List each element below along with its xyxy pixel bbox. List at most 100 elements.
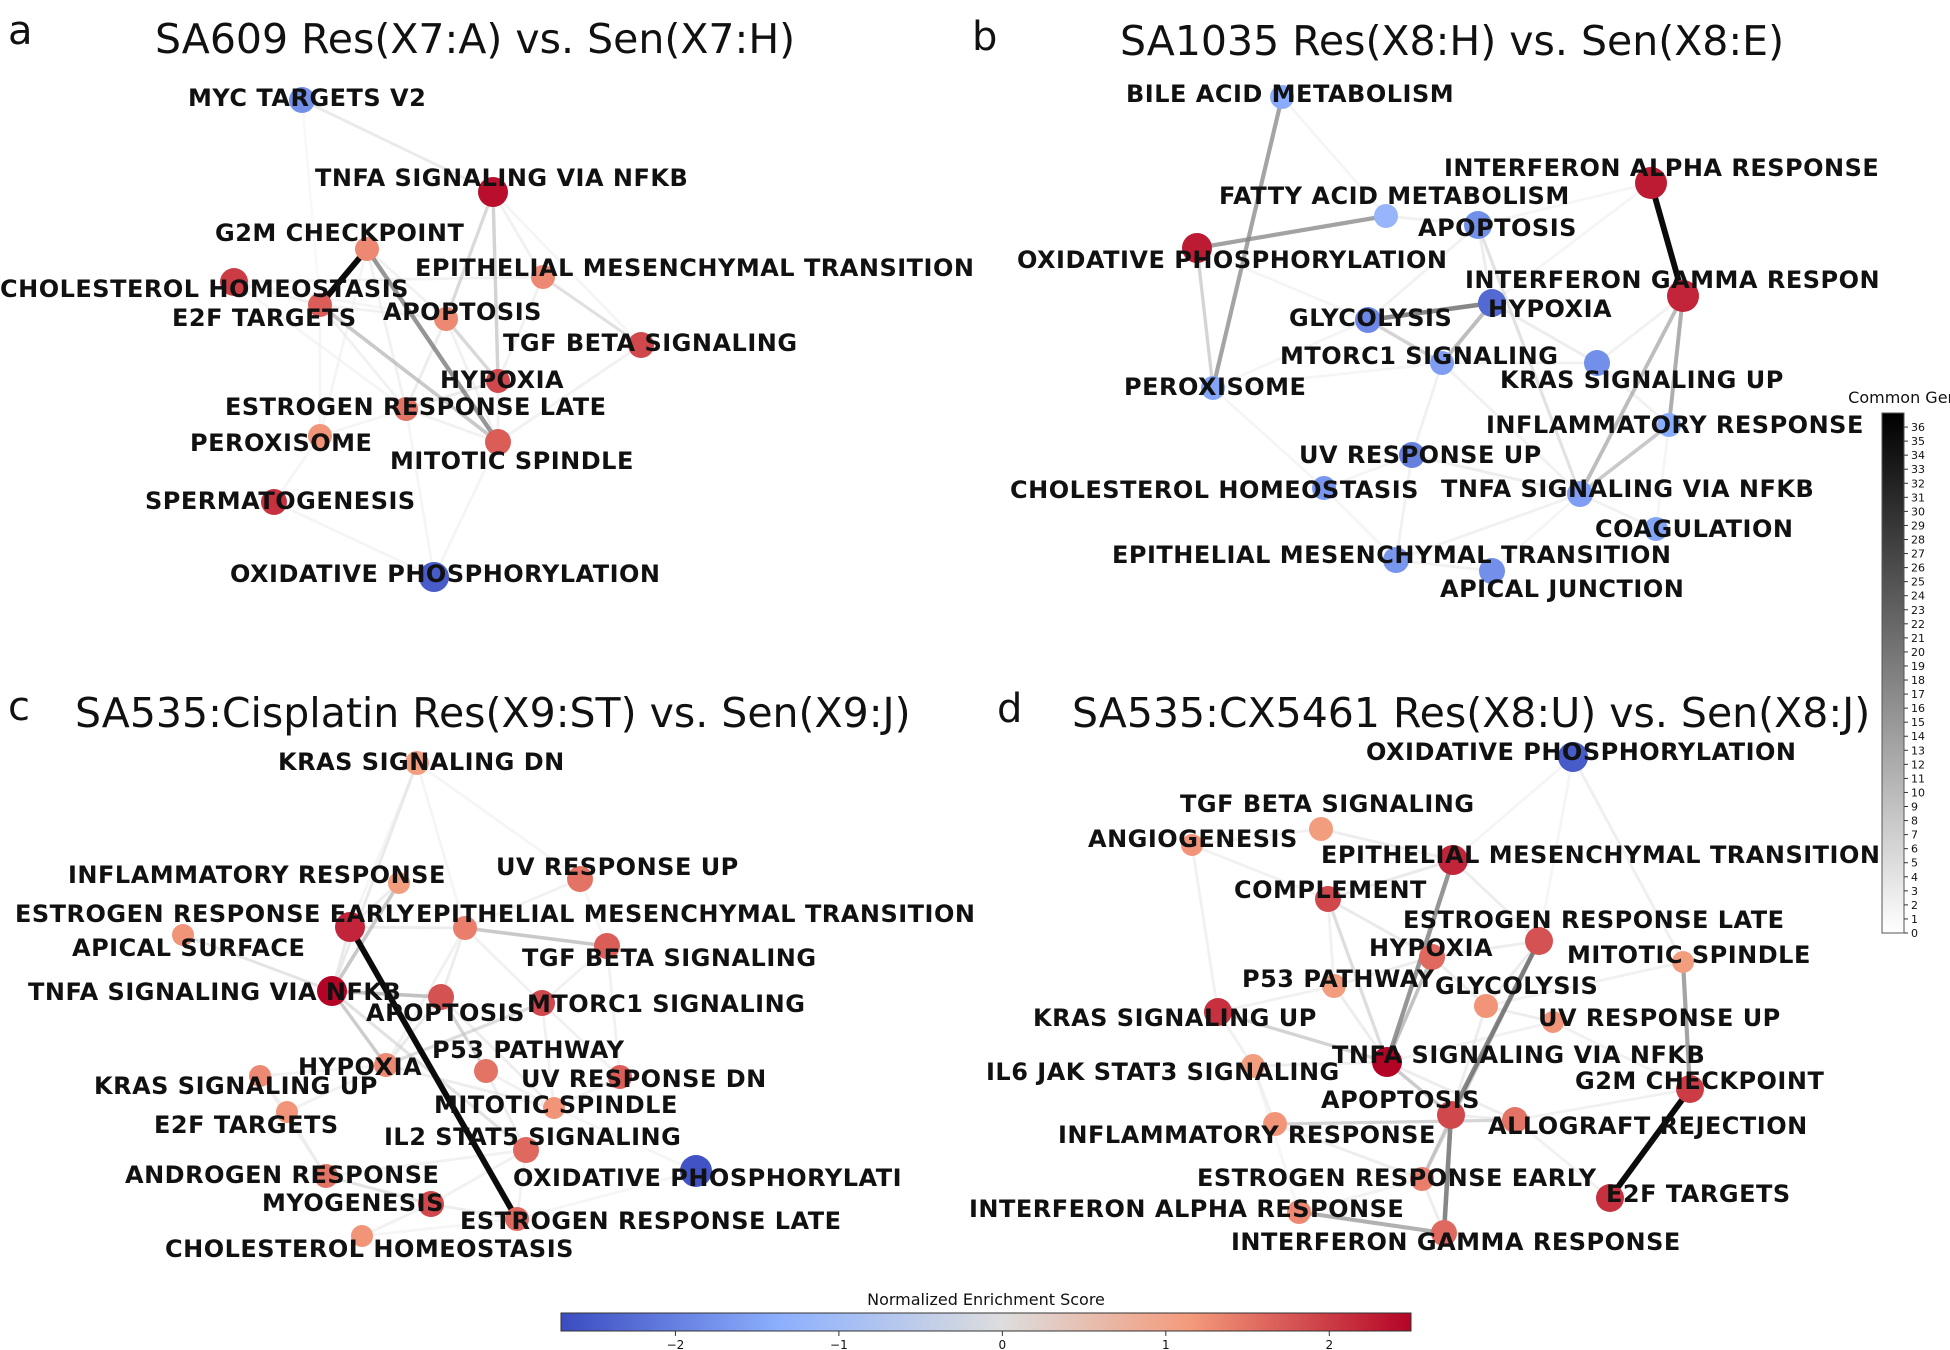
edge	[1296, 1209, 1447, 1236]
node-label: HYPOXIA	[440, 366, 564, 394]
edge-background	[1326, 897, 1434, 959]
edge-background	[491, 190, 643, 347]
node-label: P53 PATHWAY	[432, 1036, 625, 1064]
colorbar-tick-label: 9	[1911, 801, 1918, 814]
node-label: GLYCOLYSIS	[1435, 972, 1598, 1000]
node	[249, 1065, 271, 1087]
edge-layer	[232, 98, 643, 579]
colorbar-tick-label: 36	[1911, 421, 1925, 434]
colorbar-tick-label: 17	[1911, 688, 1925, 701]
node-label: OXIDATIVE PHOSPHORYLATION	[1366, 738, 1797, 766]
edge-background	[1190, 827, 1323, 847]
colorbar-tick-label: 19	[1911, 660, 1925, 673]
node-label: E2F TARGETS	[154, 1111, 339, 1139]
edge-background	[1326, 858, 1455, 901]
node	[531, 265, 555, 289]
colorbar-tick-label: 13	[1911, 744, 1925, 757]
node	[1181, 834, 1203, 856]
node	[453, 916, 477, 940]
node-label: HYPOXIA	[298, 1053, 422, 1081]
colorbar-tick-label: 10	[1911, 786, 1925, 799]
edge-background	[365, 247, 408, 411]
node	[355, 237, 379, 261]
edge-background	[444, 317, 500, 444]
node-label: ANGIOGENESIS	[1088, 825, 1298, 853]
edge-background	[1366, 223, 1480, 322]
colorbar-gradient	[1881, 412, 1905, 934]
edge	[404, 379, 500, 411]
node	[1270, 85, 1294, 109]
node	[478, 177, 508, 207]
edge-background	[1513, 1118, 1612, 1200]
node-label: KRAS SIGNALING UP	[94, 1072, 378, 1100]
node-label: PEROXISOME	[190, 429, 372, 457]
node	[428, 984, 454, 1010]
edge-background	[1451, 755, 1575, 862]
node	[474, 1059, 498, 1083]
node-label: IL6 JAK STAT3 SIGNALING	[986, 1058, 1340, 1086]
colorbar-tick-label: 15	[1911, 716, 1925, 729]
node-label: UV RESPONSE UP	[496, 853, 739, 881]
edge-background	[1490, 181, 1653, 305]
node	[1431, 1220, 1457, 1246]
edge-background	[258, 1063, 388, 1078]
edge	[1194, 213, 1389, 251]
node-label: MITOTIC SPINDLE	[434, 1091, 678, 1119]
node-label: G2M CHECKPOINT	[215, 219, 464, 247]
node-label: UV RESPONSE DN	[521, 1065, 767, 1093]
edge-background	[463, 926, 544, 1005]
node-label: TNFA SIGNALING VIA NFKB	[1332, 1041, 1705, 1069]
node-label: EPITHELIAL MESENCHYMAL TRANSITION	[1321, 841, 1880, 869]
colorbar-tick-label: 21	[1911, 632, 1925, 645]
colorbar-ticks: −2 −1 0 1 2	[667, 1331, 1333, 1350]
node	[276, 1101, 298, 1123]
node	[1464, 211, 1492, 239]
node-label: FATTY ACID METABOLISM	[1219, 182, 1570, 210]
edge-background	[496, 275, 545, 383]
edge-background	[1440, 361, 1582, 496]
edge	[1441, 1112, 1454, 1236]
node	[608, 1065, 632, 1089]
edge-background	[324, 1148, 528, 1178]
node-label: SPERMATOGENESIS	[145, 487, 416, 515]
node	[1478, 289, 1506, 317]
colorbar-tick-label: 20	[1911, 646, 1925, 659]
edge-background	[1195, 246, 1370, 322]
node	[1263, 1112, 1287, 1136]
edge-background	[1211, 386, 1326, 490]
node	[1309, 817, 1333, 841]
panel-c: c SA535:Cisplatin Res(X9:ST) vs. Sen(X9:…	[8, 684, 975, 1263]
node	[1657, 413, 1681, 437]
edge	[1607, 1086, 1693, 1201]
colorbar-tick-label: 0	[1911, 927, 1918, 940]
node	[1410, 1167, 1434, 1191]
node	[434, 307, 458, 331]
edge	[330, 761, 419, 993]
edge	[324, 1174, 433, 1206]
edge-background	[552, 1075, 622, 1110]
edge-background	[1476, 181, 1653, 227]
edge	[1680, 959, 1693, 1092]
node-label: INTERFERON ALPHA RESPONSE	[1444, 154, 1879, 182]
node	[1667, 280, 1699, 312]
node	[1672, 951, 1694, 973]
edge	[541, 275, 643, 347]
node	[1596, 1184, 1624, 1212]
node-label: INFLAMMATORY RESPONSE	[1486, 411, 1864, 439]
colorbar-tick-label: 25	[1911, 576, 1925, 589]
edge-background	[272, 500, 436, 579]
edge-background	[515, 1169, 698, 1221]
node-label: CHOLESTEROL HOMEOSTASIS	[1010, 476, 1419, 504]
node	[485, 429, 511, 455]
edge	[1578, 294, 1685, 496]
edge-background	[1322, 453, 1414, 490]
node	[628, 332, 654, 358]
edge-background	[552, 1106, 698, 1173]
panel-title: SA609 Res(X7:A) vs. Sen(X7:H)	[155, 15, 795, 63]
edge-background	[404, 407, 500, 444]
node-label: APOPTOSIS	[1321, 1086, 1480, 1114]
node	[505, 1207, 529, 1231]
node-label: P53 PATHWAY	[1242, 965, 1435, 993]
nes-colorbar: Normalized Enrichment Score −2 −1 0 1 2	[560, 1290, 1412, 1350]
node	[1502, 1107, 1528, 1133]
